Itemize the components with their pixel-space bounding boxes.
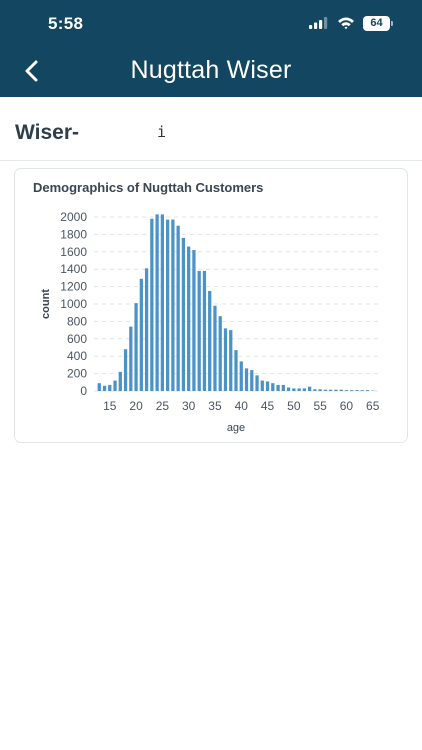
y-tick-label: 0 xyxy=(80,384,87,398)
y-axis-label: count xyxy=(40,289,52,319)
chart-card: 0 200 400 600 800 1000 1200 1400 1600 1800 2000 15 2… xyxy=(14,168,408,443)
x-tick-label: 15 xyxy=(103,399,117,413)
histogram-bar xyxy=(260,380,264,391)
histogram-bar xyxy=(102,385,107,391)
x-tick-label: 45 xyxy=(261,399,275,413)
y-tick-label: 200 xyxy=(67,367,87,381)
nav-bar: Nugttah Wiser xyxy=(0,46,422,97)
histogram-bar xyxy=(218,316,222,391)
section-header: Wiser- i xyxy=(0,97,422,161)
histogram-bar xyxy=(281,384,285,391)
histogram-bar xyxy=(323,389,328,391)
y-tick-label: 400 xyxy=(67,349,87,363)
y-tick-label: 800 xyxy=(67,314,87,328)
histogram-bar xyxy=(244,368,249,391)
x-axis-label: age xyxy=(227,422,245,434)
histogram-bar xyxy=(355,390,359,391)
signal-icon xyxy=(309,17,328,29)
status-bar: 5:58 64 xyxy=(0,0,422,46)
histogram-bar xyxy=(155,214,159,391)
chevron-left-icon xyxy=(25,60,38,82)
histogram-bar xyxy=(187,246,191,391)
x-tick-label: 40 xyxy=(235,399,249,413)
histogram-bar xyxy=(192,250,196,391)
histogram-bar xyxy=(123,349,128,391)
histogram-bar xyxy=(344,390,349,391)
histogram-bar xyxy=(118,371,122,391)
x-tick-label: 50 xyxy=(287,399,301,413)
histogram-bar xyxy=(250,370,254,391)
histogram-bar xyxy=(239,361,243,391)
histogram-bar xyxy=(271,383,275,391)
histogram-bar xyxy=(213,305,217,391)
histogram-bar xyxy=(223,328,228,391)
histogram-bar xyxy=(150,218,154,391)
y-tick-label: 600 xyxy=(67,332,87,346)
histogram-bar xyxy=(129,326,133,391)
x-tick-label: 30 xyxy=(182,399,196,413)
x-tick-label: 25 xyxy=(156,399,170,413)
histogram-bar xyxy=(329,389,333,391)
histogram-bar xyxy=(139,278,143,391)
app-header: 5:58 64 Nugttah Wiser xyxy=(0,0,422,97)
histogram-bar xyxy=(307,386,312,391)
nav-title: Nugttah Wiser xyxy=(130,56,292,84)
histogram-bar xyxy=(113,380,117,391)
histogram-bar xyxy=(297,388,301,391)
histogram-bar xyxy=(302,388,307,391)
histogram-bar xyxy=(313,389,317,391)
histogram-bar xyxy=(365,390,370,391)
info-icon[interactable]: i xyxy=(157,123,167,141)
histogram-bar xyxy=(144,268,149,391)
histogram-bar xyxy=(160,214,165,391)
chart-title: Demographics of Nugttah Customers xyxy=(33,180,264,195)
histogram-bar xyxy=(202,270,207,391)
histogram-bar xyxy=(165,219,170,391)
histogram-bar xyxy=(265,381,270,391)
y-tick-label: 1400 xyxy=(60,262,87,276)
x-tick-label: 20 xyxy=(129,399,143,413)
x-tick-label: 60 xyxy=(340,399,354,413)
histogram-bar xyxy=(334,389,338,391)
histogram-bar xyxy=(350,390,354,391)
histogram-bar xyxy=(176,225,180,391)
y-tick-label: 1800 xyxy=(60,227,87,241)
status-time: 5:58 xyxy=(48,14,84,33)
histogram-bar xyxy=(234,350,238,391)
back-button[interactable] xyxy=(16,54,50,88)
battery-level: 64 xyxy=(363,16,390,31)
histogram-bar xyxy=(229,330,233,391)
y-tick-label: 2000 xyxy=(60,210,87,224)
x-tick-label: 65 xyxy=(366,399,380,413)
histogram-bar xyxy=(292,388,296,391)
x-tick-label: 35 xyxy=(208,399,222,413)
y-tick-label: 1000 xyxy=(60,297,87,311)
y-tick-label: 1600 xyxy=(60,245,87,259)
battery-icon: 64 xyxy=(363,16,393,31)
demographics-chart: 0 200 400 600 800 1000 1200 1400 1600 1800 2000 15 2… xyxy=(40,210,380,434)
histogram-bar xyxy=(286,387,291,391)
histogram-bar xyxy=(276,384,280,391)
histogram-bar xyxy=(171,219,175,391)
histogram-bar xyxy=(208,290,212,391)
histogram-bar xyxy=(197,270,201,391)
histogram-bar xyxy=(255,375,259,391)
histogram-bar xyxy=(108,384,112,391)
section-title: Wiser- xyxy=(15,121,79,144)
histogram-bar xyxy=(339,389,343,391)
histogram-bar xyxy=(181,237,186,391)
y-tick-label: 1200 xyxy=(60,280,87,294)
histogram-bar xyxy=(360,390,364,391)
histogram-bar xyxy=(97,383,101,391)
wifi-icon xyxy=(338,17,354,30)
histogram-bar xyxy=(318,389,322,391)
histogram-bar xyxy=(134,303,138,391)
x-tick-label: 55 xyxy=(313,399,327,413)
